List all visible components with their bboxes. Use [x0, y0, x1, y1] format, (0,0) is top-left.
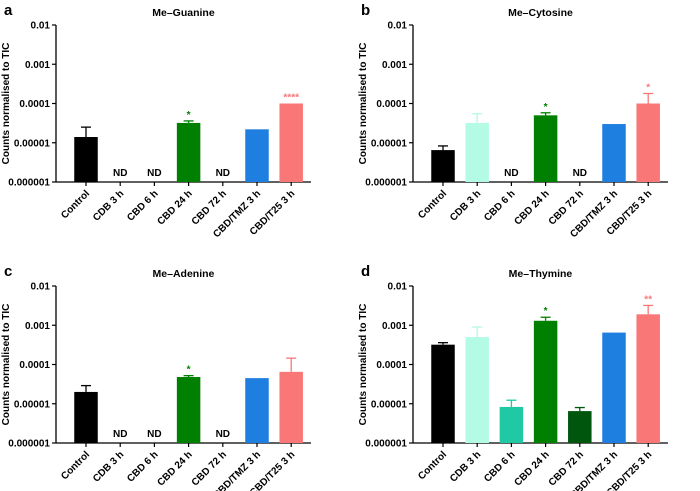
x-tick-label: CBD 6 h — [482, 449, 517, 484]
chart-title: Me–Thymine — [509, 268, 573, 280]
x-tick-label: CBD 24 h — [156, 188, 195, 227]
y-tick-label: 0.000001 — [365, 439, 407, 450]
y-tick-label: 0.00001 — [371, 399, 408, 410]
x-tick-label: CDB 3 h — [448, 449, 483, 484]
bar — [568, 411, 592, 443]
chart-title: Me–Cytosine — [508, 7, 573, 19]
bar — [176, 377, 201, 443]
y-tick-label: 0.00001 — [14, 399, 51, 410]
bar — [245, 378, 269, 443]
y-tick-label: 0.000001 — [365, 178, 407, 189]
bar — [465, 122, 489, 182]
significance-label: * — [187, 110, 191, 121]
x-tick-label: CBD 24 h — [513, 449, 552, 488]
not-detected-label: ND — [504, 168, 518, 179]
y-tick-label: 0.001 — [382, 60, 407, 71]
bar — [602, 124, 626, 182]
y-tick-label: 0.00001 — [371, 138, 408, 149]
bar — [533, 115, 558, 182]
x-tick-label: CDB 3 h — [91, 449, 126, 484]
y-tick-label: 0.0001 — [376, 360, 407, 371]
significance-label: * — [544, 306, 548, 317]
bar — [245, 129, 269, 182]
not-detected-label: ND — [113, 168, 127, 179]
bar — [74, 391, 98, 443]
x-tick-label: Control — [416, 188, 449, 221]
x-tick-label: CBD 24 h — [513, 188, 552, 227]
bar — [176, 122, 201, 182]
not-detected-label: ND — [216, 429, 230, 440]
bar — [602, 332, 626, 443]
y-tick-label: 0.0001 — [376, 99, 407, 110]
not-detected-label: ND — [147, 168, 161, 179]
x-tick-label: CDB 3 h — [91, 188, 126, 223]
bar — [279, 103, 303, 182]
bar — [279, 371, 303, 443]
x-tick-label: Control — [416, 449, 449, 482]
bar — [636, 103, 660, 182]
x-tick-label: CBD 6 h — [125, 188, 160, 223]
bar — [74, 137, 98, 182]
not-detected-label: ND — [113, 429, 127, 440]
x-tick-label: CBD 24 h — [156, 449, 195, 488]
bar — [533, 320, 558, 443]
panel-letter: a — [4, 2, 13, 19]
x-tick-label: CBD 6 h — [125, 449, 160, 484]
bar — [431, 344, 455, 443]
panel-letter: c — [4, 263, 12, 280]
significance-label: * — [646, 82, 650, 93]
not-detected-label: ND — [216, 168, 230, 179]
x-tick-label: Control — [59, 449, 92, 482]
y-axis-label: Counts normalised to TIC — [1, 43, 12, 165]
x-tick-label: Control — [59, 188, 92, 221]
y-tick-label: 0.001 — [25, 321, 50, 332]
bar — [465, 337, 489, 443]
panel-letter: d — [361, 263, 370, 280]
x-tick-label: CBD 6 h — [482, 188, 517, 223]
significance-label: * — [187, 365, 191, 376]
y-tick-label: 0.00001 — [14, 138, 51, 149]
y-tick-label: 0.01 — [31, 21, 51, 32]
bar — [431, 150, 455, 182]
y-axis-label: Counts normalised to TIC — [1, 304, 12, 426]
y-tick-label: 0.0001 — [19, 360, 50, 371]
y-tick-label: 0.01 — [388, 282, 408, 293]
y-axis-label: Counts normalised to TIC — [358, 43, 369, 165]
bar — [499, 406, 524, 443]
significance-label: * — [544, 102, 548, 113]
y-axis-label: Counts normalised to TIC — [358, 304, 369, 426]
y-tick-label: 0.001 — [25, 60, 50, 71]
not-detected-label: ND — [573, 168, 587, 179]
panel-letter: b — [361, 2, 370, 19]
chart-title: Me–Guanine — [152, 7, 215, 19]
significance-label: **** — [283, 93, 299, 104]
y-tick-label: 0.01 — [388, 21, 408, 32]
bar — [636, 314, 660, 443]
significance-label: ** — [644, 294, 652, 305]
y-tick-label: 0.01 — [31, 282, 51, 293]
x-tick-label: CDB 3 h — [448, 188, 483, 223]
y-tick-label: 0.001 — [382, 321, 407, 332]
y-tick-label: 0.000001 — [8, 178, 50, 189]
y-tick-label: 0.000001 — [8, 439, 50, 450]
not-detected-label: ND — [147, 429, 161, 440]
chart-title: Me–Adenine — [153, 268, 215, 280]
y-tick-label: 0.0001 — [19, 99, 50, 110]
